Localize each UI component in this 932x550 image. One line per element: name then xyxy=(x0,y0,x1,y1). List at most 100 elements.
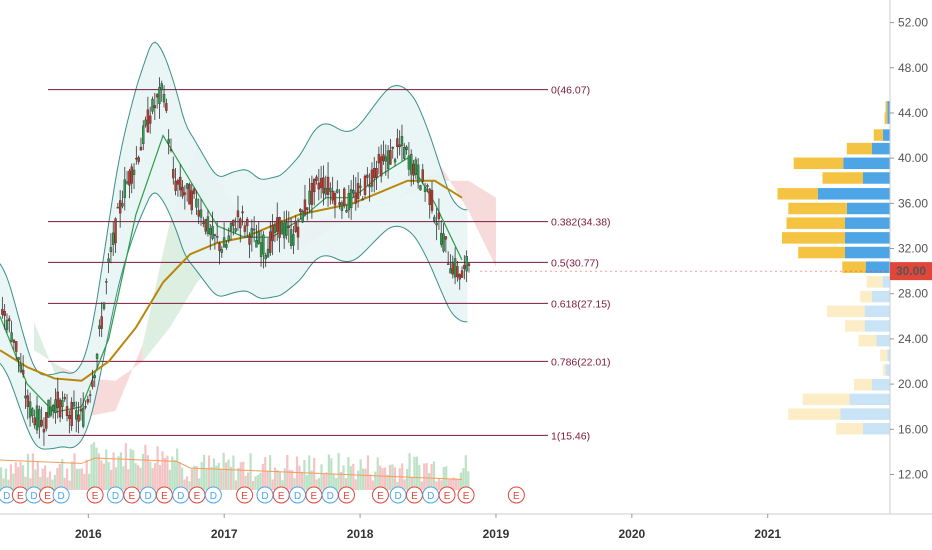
candle-body xyxy=(405,146,408,151)
volume-profile-buy xyxy=(788,408,841,420)
candle-body xyxy=(209,228,212,235)
event-marker-label: E xyxy=(463,491,470,502)
y-tick-label: 48.00 xyxy=(898,61,928,75)
candle-body xyxy=(213,234,217,236)
candle-body xyxy=(162,94,166,103)
volume-bar xyxy=(379,465,382,490)
volume-bar xyxy=(44,465,47,490)
candle-body xyxy=(125,181,129,184)
candle-body xyxy=(338,202,341,205)
volume-bar xyxy=(146,455,149,490)
candle-body xyxy=(148,115,152,124)
volume-bar xyxy=(193,465,196,490)
volume-bar xyxy=(291,470,294,490)
volume-profile-buy xyxy=(802,393,850,406)
volume-bar xyxy=(303,460,306,490)
candle-body xyxy=(331,190,334,201)
candle-body xyxy=(433,216,436,221)
fibonacci-retracement[interactable]: 0(46.07) 0.382(34.38) 0.5(30.77) 0.618(27.1… xyxy=(48,85,611,443)
candle-body xyxy=(165,103,168,111)
volume-bar xyxy=(61,459,64,490)
candle-body xyxy=(389,150,392,165)
volume-bar xyxy=(200,462,203,490)
volume-bar xyxy=(445,466,448,490)
candle-body xyxy=(160,83,163,91)
volume-bar xyxy=(68,480,71,490)
candle-body xyxy=(28,401,32,418)
candle-body xyxy=(206,216,210,234)
volume-bar xyxy=(310,470,313,490)
candle-body xyxy=(375,168,378,178)
volume-profile-sell xyxy=(887,112,890,124)
event-marker-label: D xyxy=(144,491,151,502)
volume-bar xyxy=(70,461,74,490)
fib-level-label: 0.5(30.77) xyxy=(551,257,599,269)
x-tick-label: 2020 xyxy=(618,527,645,541)
volume-bar xyxy=(335,478,338,490)
volume-profile-buy xyxy=(827,305,865,318)
volume-bar xyxy=(24,476,27,490)
candle-body xyxy=(179,176,182,191)
volume-bar xyxy=(178,461,181,490)
candle-body xyxy=(128,170,131,186)
candle-body xyxy=(292,234,295,246)
earnings-marker xyxy=(236,486,254,504)
volume-bar xyxy=(73,453,76,490)
volume-bar xyxy=(388,464,392,490)
volume-bar xyxy=(354,479,357,490)
event-marker-label: D xyxy=(210,491,217,502)
volume-profile-buy xyxy=(846,142,872,155)
volume-bar xyxy=(276,469,279,490)
candle-body xyxy=(273,224,277,233)
volume-bar xyxy=(217,462,220,490)
candle-body xyxy=(278,217,281,238)
x-tick-label: 2019 xyxy=(483,527,510,541)
volume-bar xyxy=(288,469,291,490)
candle-body xyxy=(139,146,143,151)
y-tick-label: 44.00 xyxy=(898,106,928,120)
volume-profile-buy xyxy=(854,378,872,391)
volume-bar xyxy=(173,459,176,490)
volume-bar xyxy=(163,457,167,490)
volume-bar xyxy=(281,480,284,490)
candle-body xyxy=(368,185,371,188)
volume-bar xyxy=(210,467,213,490)
candle-body xyxy=(398,144,401,148)
candle-body xyxy=(185,183,189,189)
candle-body xyxy=(366,174,369,178)
volume-bar xyxy=(136,464,140,490)
event-marker-label: D xyxy=(30,491,37,502)
volume-bar xyxy=(464,455,467,490)
candle-body xyxy=(276,217,279,232)
volume-profile-buy xyxy=(822,172,863,184)
volume-bar xyxy=(391,464,394,490)
candle-body xyxy=(234,228,237,232)
volume-bar xyxy=(425,463,428,490)
volume-bar xyxy=(364,468,367,490)
y-tick-label: 20.00 xyxy=(898,377,928,391)
volume-bar xyxy=(92,442,96,490)
candle-body xyxy=(361,198,364,201)
volume-bar xyxy=(325,472,328,490)
candle-body xyxy=(79,408,83,412)
candle-body xyxy=(188,184,191,205)
candle-body xyxy=(428,188,431,205)
candle-body xyxy=(437,212,441,220)
candle-body xyxy=(181,186,184,197)
volume-bar xyxy=(293,478,296,490)
candle-body xyxy=(410,154,413,175)
volume-bar xyxy=(415,456,418,490)
candle-body xyxy=(239,218,242,229)
candle-body xyxy=(195,198,198,208)
volume-bar xyxy=(58,463,61,490)
candle-body xyxy=(442,233,445,252)
volume-bar xyxy=(222,452,225,490)
candle-body xyxy=(19,364,23,373)
bollinger-fill xyxy=(0,42,468,450)
volume-bar xyxy=(332,473,335,490)
candle-body xyxy=(373,168,376,178)
volume-bar xyxy=(188,481,191,490)
volume-bar xyxy=(408,453,411,490)
candle-body xyxy=(312,178,316,193)
